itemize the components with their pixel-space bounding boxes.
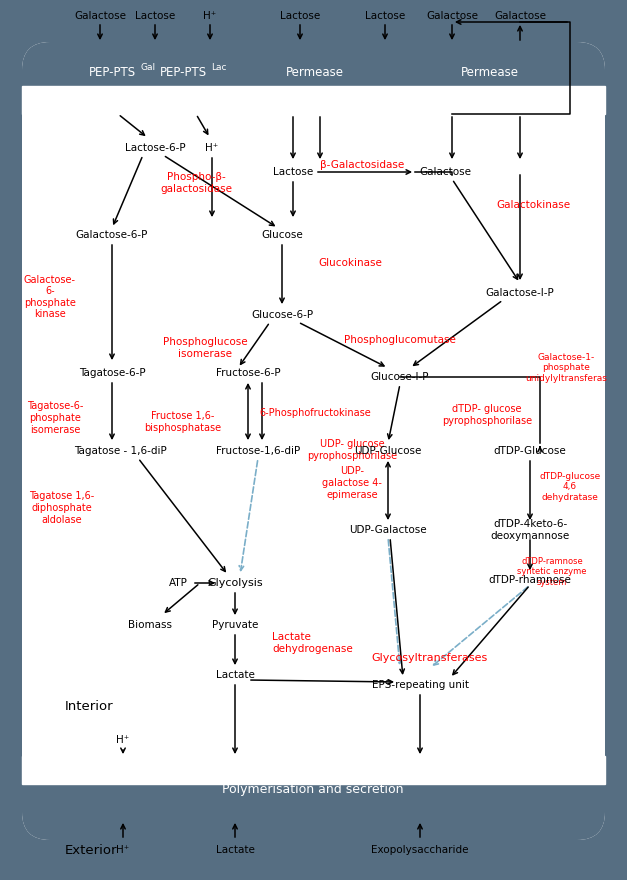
Text: Glucose-6-P: Glucose-6-P (251, 310, 313, 320)
Text: Lactose: Lactose (365, 11, 405, 21)
Text: Galactose: Galactose (419, 167, 471, 177)
Text: Fructose 1,6-
bisphosphatase: Fructose 1,6- bisphosphatase (144, 411, 221, 433)
Text: Lactate: Lactate (216, 845, 255, 855)
Text: β-Galactosidase: β-Galactosidase (320, 160, 404, 170)
Text: Glucose: Glucose (261, 230, 303, 240)
Text: Exterior: Exterior (65, 844, 117, 856)
Text: UDP-Galactose: UDP-Galactose (349, 525, 427, 535)
Bar (22, 756, 605, 784)
FancyBboxPatch shape (22, 42, 605, 114)
Text: Phospho-β-
galactosidase: Phospho-β- galactosidase (160, 172, 232, 194)
Text: PEP-PTS: PEP-PTS (159, 65, 206, 78)
Text: EPS-repeating unit: EPS-repeating unit (372, 680, 468, 690)
FancyBboxPatch shape (22, 756, 605, 840)
Text: Fructose-1,6-diP: Fructose-1,6-diP (216, 446, 300, 456)
Text: dTDP- glucose
pyrophosphorilase: dTDP- glucose pyrophosphorilase (442, 404, 532, 426)
Text: Lactate: Lactate (216, 670, 255, 680)
Text: Tagatose-6-
phosphate
isomerase: Tagatose-6- phosphate isomerase (27, 401, 83, 435)
Text: Glucokinase: Glucokinase (318, 258, 382, 268)
Text: Tagatose - 1,6-diP: Tagatose - 1,6-diP (73, 446, 166, 456)
Text: Polymerisation and secretion: Polymerisation and secretion (222, 783, 404, 796)
Text: H⁺: H⁺ (203, 11, 216, 21)
Text: Galactose: Galactose (494, 11, 546, 21)
Text: Gal: Gal (140, 62, 155, 71)
Text: dTDP-4keto-6-
deoxymannose: dTDP-4keto-6- deoxymannose (490, 519, 569, 541)
Text: Pyruvate: Pyruvate (212, 620, 258, 630)
Text: dTDP-glucose
4,6
dehydratase: dTDP-glucose 4,6 dehydratase (539, 472, 601, 502)
Text: Exopolysaccharide: Exopolysaccharide (371, 845, 469, 855)
Text: Lactose: Lactose (135, 11, 175, 21)
Text: Fructose-6-P: Fructose-6-P (216, 368, 280, 378)
Text: UDP- glucose
pyrophosphorilase: UDP- glucose pyrophosphorilase (307, 439, 397, 461)
Text: Phosphoglucomutase: Phosphoglucomutase (344, 335, 456, 345)
Text: Biomass: Biomass (128, 620, 172, 630)
Text: Lactose-6-P: Lactose-6-P (125, 143, 186, 153)
Text: dTDP-ramnose
syntetic enzyme
system: dTDP-ramnose syntetic enzyme system (517, 557, 587, 587)
Text: Lactose: Lactose (273, 167, 313, 177)
Text: 6-Phosphofructokinase: 6-Phosphofructokinase (259, 408, 371, 418)
Text: Glycolysis: Glycolysis (207, 578, 263, 588)
Text: Lactose: Lactose (280, 11, 320, 21)
Text: H⁺: H⁺ (206, 143, 219, 153)
Text: Permease: Permease (461, 65, 519, 78)
Text: H⁺: H⁺ (117, 735, 130, 745)
Text: Tagatose 1,6-
diphosphate
aldolase: Tagatose 1,6- diphosphate aldolase (29, 491, 95, 524)
Text: Glucose-I-P: Glucose-I-P (371, 372, 429, 382)
Text: Galactose: Galactose (74, 11, 126, 21)
Text: Galactose-I-P: Galactose-I-P (486, 288, 554, 298)
Text: H⁺: H⁺ (117, 845, 130, 855)
Text: Lactate
dehydrogenase: Lactate dehydrogenase (272, 632, 353, 654)
Text: Permease: Permease (286, 65, 344, 78)
Text: UDP-
galactose 4-
epimerase: UDP- galactose 4- epimerase (322, 466, 382, 500)
Text: Galactose-1-
phosphate
unidylyltransferas: Galactose-1- phosphate unidylyltransfera… (525, 353, 607, 383)
Text: Galactokinase: Galactokinase (496, 200, 570, 210)
Text: UDP-Glucose: UDP-Glucose (354, 446, 422, 456)
Bar (22, 86, 605, 114)
Text: dTDP-rhamnose: dTDP-rhamnose (488, 575, 571, 585)
Text: Galactose-
6-
phosphate
kinase: Galactose- 6- phosphate kinase (24, 275, 76, 319)
Text: Lac: Lac (211, 62, 227, 71)
Text: dTDP-Glucose: dTDP-Glucose (493, 446, 566, 456)
Text: Glycosyltransferases: Glycosyltransferases (372, 653, 488, 663)
FancyBboxPatch shape (22, 42, 605, 840)
Text: Interior: Interior (65, 700, 113, 714)
Text: ATP: ATP (169, 578, 187, 588)
Text: Phosphoglucose
isomerase: Phosphoglucose isomerase (162, 337, 247, 359)
Text: Tagatose-6-P: Tagatose-6-P (78, 368, 145, 378)
Text: Galactose-6-P: Galactose-6-P (76, 230, 148, 240)
Text: Galactose: Galactose (426, 11, 478, 21)
Text: PEP-PTS: PEP-PTS (88, 65, 135, 78)
